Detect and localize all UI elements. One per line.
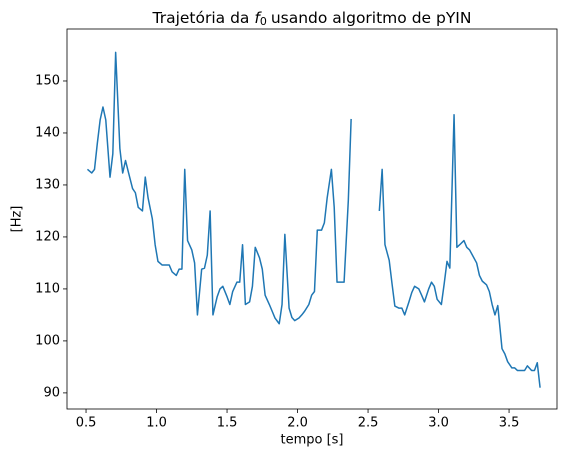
title-text: usando algoritmo de pYIN — [271, 9, 472, 27]
x-tick-label: 1.5 — [217, 416, 238, 431]
y-tick-label: 120 — [35, 229, 60, 244]
x-axis-label: tempo [s] — [280, 433, 343, 448]
y-tick-label: 110 — [35, 281, 60, 296]
y-tick-label: 130 — [35, 177, 60, 192]
x-tick-label: 1.0 — [146, 416, 167, 431]
chart-title: Trajetória da f0 usando algoritmo de pYIN — [152, 9, 472, 29]
x-tick-label: 2.5 — [358, 416, 379, 431]
x-tick-label: 3.5 — [499, 416, 520, 431]
title-subscript: 0 — [260, 15, 267, 28]
x-tick-label: 0.5 — [76, 416, 97, 431]
x-tick-label: 3.0 — [428, 416, 449, 431]
y-tick-label: 150 — [35, 73, 60, 88]
y-tick-label: 100 — [35, 333, 60, 348]
x-tick-label: 2.0 — [287, 416, 308, 431]
title-text: Trajetória da — [152, 9, 250, 27]
title-symbol: f — [254, 9, 262, 27]
axes-frame — [66, 28, 558, 410]
line — [86, 51, 541, 388]
y-axis-label: [Hz] — [10, 206, 25, 233]
y-tick-label: 140 — [35, 125, 60, 140]
y-tick-label: 90 — [43, 385, 60, 400]
